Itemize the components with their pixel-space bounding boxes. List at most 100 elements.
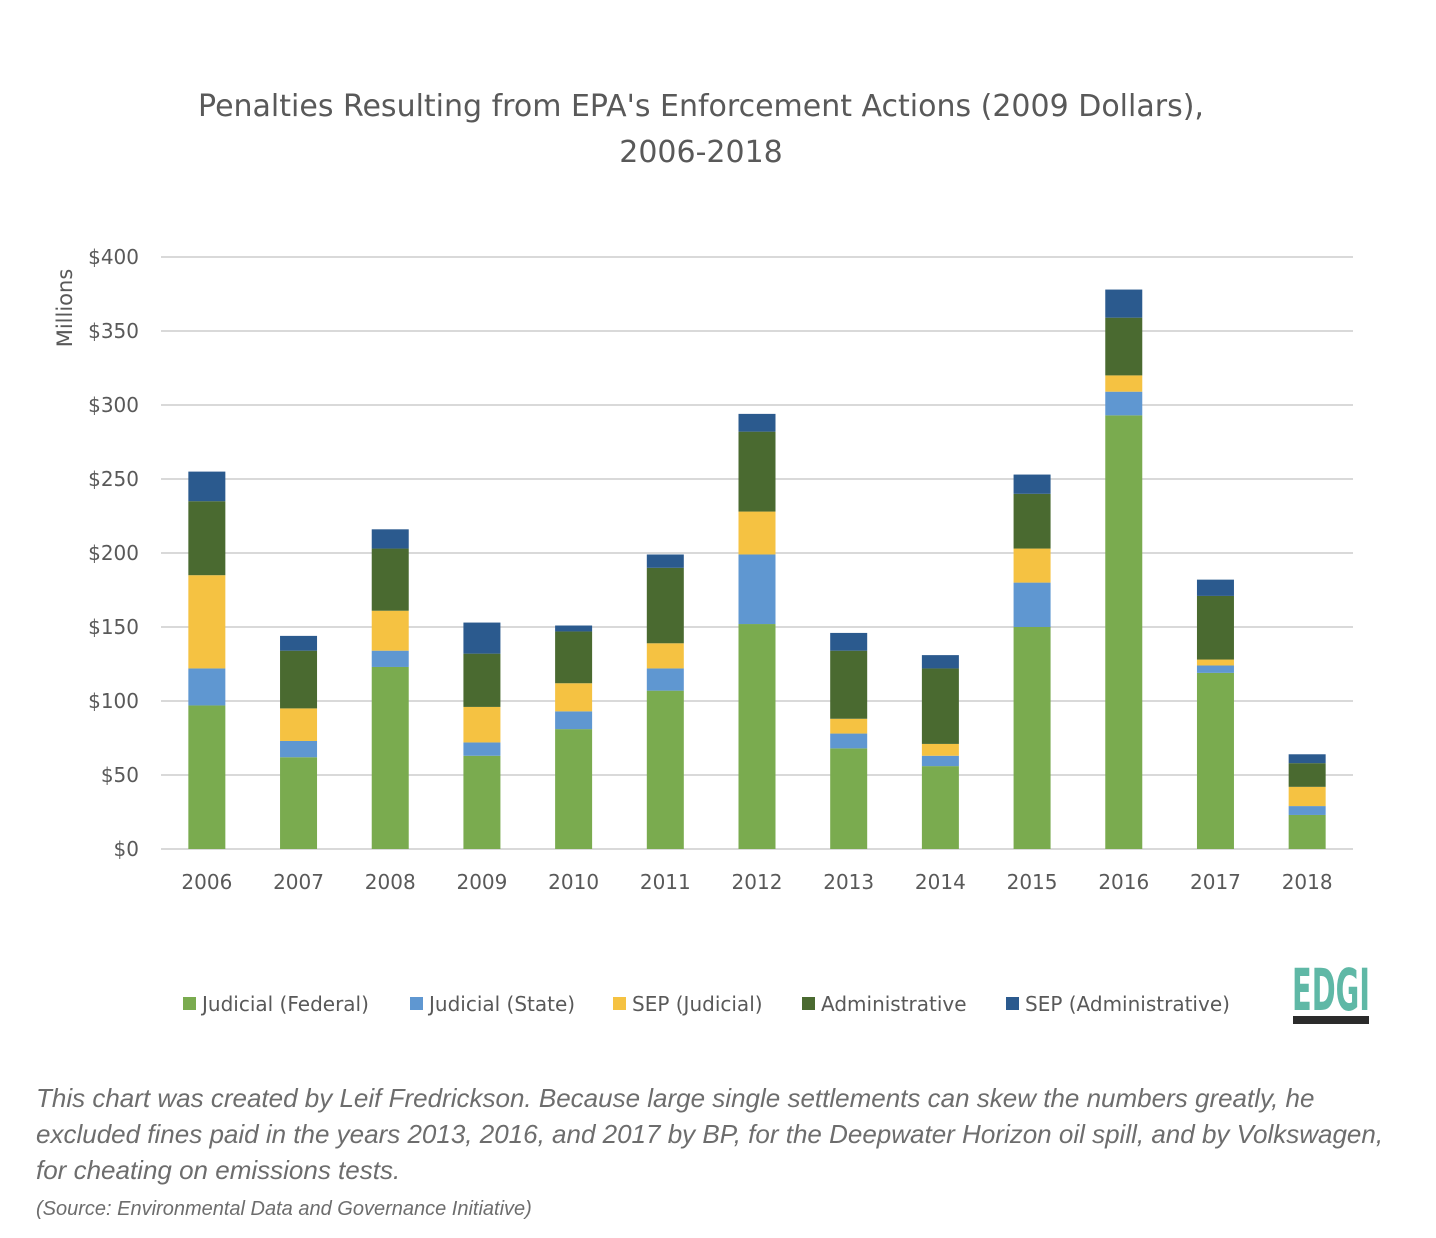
bar-stack-2012 [738, 413, 776, 849]
bar-stack-2017 [1196, 579, 1234, 849]
bar-segment-judicial-state [188, 668, 226, 706]
bar-segment-sep-judicial [1105, 375, 1143, 392]
x-tick-label: 2014 [915, 870, 966, 894]
bar-segment-judicial-federal [738, 624, 776, 849]
bar-stack-2010 [555, 625, 593, 849]
bar-segment-judicial-state [371, 650, 409, 667]
bar-segment-sep-administrative [1288, 754, 1326, 764]
legend-label: Judicial (Federal) [200, 992, 369, 1016]
legend-swatch [613, 997, 626, 1010]
legend-swatch [410, 997, 423, 1010]
bar-segment-sep-administrative [1013, 474, 1051, 494]
bar-segment-sep-administrative [371, 529, 409, 549]
x-tick-label: 2010 [548, 870, 599, 894]
bar-segment-administrative [280, 650, 318, 709]
bar-segment-judicial-federal [463, 755, 501, 849]
legend-item: Judicial (State) [410, 992, 575, 1016]
y-tick-label: $300 [88, 393, 139, 417]
bar-segment-sep-administrative [555, 625, 593, 632]
bar-segment-sep-judicial [1013, 548, 1051, 583]
x-axis-ticks: 2006 2007 2008 2009 2010 2011 2012 2013 2014 2015… [181, 870, 1332, 894]
y-axis-ticks: $0 $50 $100 $150 $200 $250 $300 $350 $400 [88, 245, 139, 861]
bar-segment-administrative [738, 431, 776, 512]
bar-segment-administrative [371, 548, 409, 611]
bar-segment-sep-judicial [1288, 786, 1326, 807]
y-tick-label: $0 [114, 837, 139, 861]
x-tick-label: 2013 [823, 870, 874, 894]
bar-segment-sep-judicial [646, 643, 684, 669]
x-tick-label: 2012 [732, 870, 783, 894]
legend-label: SEP (Administrative) [1025, 992, 1230, 1016]
bar-segment-sep-administrative [830, 632, 868, 651]
bar-segment-sep-judicial [738, 511, 776, 555]
bar-stack-2018 [1288, 754, 1326, 849]
y-tick-label: $50 [101, 763, 139, 787]
bar-stack-2008 [371, 529, 409, 849]
chart-title-line-1: Penalties Resulting from EPA's Enforceme… [198, 89, 1204, 124]
legend-label: SEP (Judicial) [632, 992, 763, 1016]
edgi-logo: EDGI [1292, 956, 1370, 1024]
bar-segment-judicial-state [1013, 582, 1051, 627]
bar-segment-administrative [1288, 763, 1326, 787]
y-tick-label: $150 [88, 615, 139, 639]
bar-segment-sep-judicial [830, 718, 868, 734]
bar-segment-judicial-state [646, 668, 684, 691]
bar-segment-judicial-state [1288, 806, 1326, 815]
bar-segment-sep-administrative [463, 622, 501, 654]
bar-segment-administrative [646, 567, 684, 644]
x-tick-label: 2011 [640, 870, 691, 894]
bar-segment-sep-judicial [555, 683, 593, 712]
stacked-bar-chart: Penalties Resulting from EPA's Enforceme… [53, 89, 1370, 1024]
bar-segment-judicial-federal [371, 666, 409, 849]
x-tick-label: 2008 [365, 870, 416, 894]
bar-segment-sep-administrative [921, 655, 959, 669]
bar-segment-judicial-state [738, 554, 776, 625]
bar-stack-2006 [188, 471, 226, 849]
legend-label: Administrative [821, 992, 967, 1016]
bar-segment-sep-administrative [280, 635, 318, 651]
bar-segment-sep-judicial [1196, 659, 1234, 666]
bar-segment-judicial-federal [1013, 627, 1051, 849]
bar-segment-sep-administrative [1105, 289, 1143, 318]
bar-segment-judicial-federal [921, 766, 959, 849]
bar-segment-judicial-federal [280, 757, 318, 849]
y-tick-label: $400 [88, 245, 139, 269]
bar-segment-judicial-federal [1105, 415, 1143, 849]
bars [188, 289, 1326, 849]
x-tick-label: 2015 [1007, 870, 1058, 894]
bar-segment-sep-judicial [188, 575, 226, 669]
bar-segment-judicial-state [555, 711, 593, 730]
x-tick-label: 2018 [1282, 870, 1333, 894]
edgi-logo-text: EDGI [1292, 956, 1370, 1024]
bar-segment-sep-judicial [280, 708, 318, 741]
legend-swatch [1006, 997, 1019, 1010]
bar-segment-sep-judicial [463, 706, 501, 743]
y-tick-label: $250 [88, 467, 139, 491]
bar-segment-judicial-state [463, 742, 501, 756]
chart-title-line-2: 2006-2018 [619, 135, 783, 170]
bar-segment-administrative [555, 631, 593, 684]
bar-segment-judicial-state [921, 755, 959, 767]
bar-stack-2011 [646, 554, 684, 849]
legend-item: Judicial (Federal) [183, 992, 369, 1016]
y-axis-title: Millions [53, 269, 77, 348]
bar-segment-administrative [1196, 595, 1234, 660]
legend-label: Judicial (State) [427, 992, 575, 1016]
bar-segment-judicial-state [1105, 391, 1143, 416]
bar-segment-sep-judicial [921, 743, 959, 756]
bar-segment-administrative [463, 653, 501, 707]
bar-segment-judicial-federal [555, 729, 593, 849]
x-tick-label: 2007 [273, 870, 324, 894]
bar-stack-2007 [280, 635, 318, 849]
x-tick-label: 2016 [1098, 870, 1149, 894]
bar-segment-judicial-federal [830, 748, 868, 849]
bar-segment-administrative [830, 650, 868, 719]
bar-stack-2009 [463, 622, 501, 849]
y-tick-label: $200 [88, 541, 139, 565]
bar-segment-sep-administrative [646, 554, 684, 568]
edgi-logo-underline [1293, 1016, 1369, 1024]
bar-segment-judicial-state [1196, 665, 1234, 673]
source-credit: (Source: Environmental Data and Governan… [36, 1198, 532, 1220]
bar-segment-judicial-federal [1196, 672, 1234, 849]
bar-segment-judicial-state [830, 733, 868, 749]
